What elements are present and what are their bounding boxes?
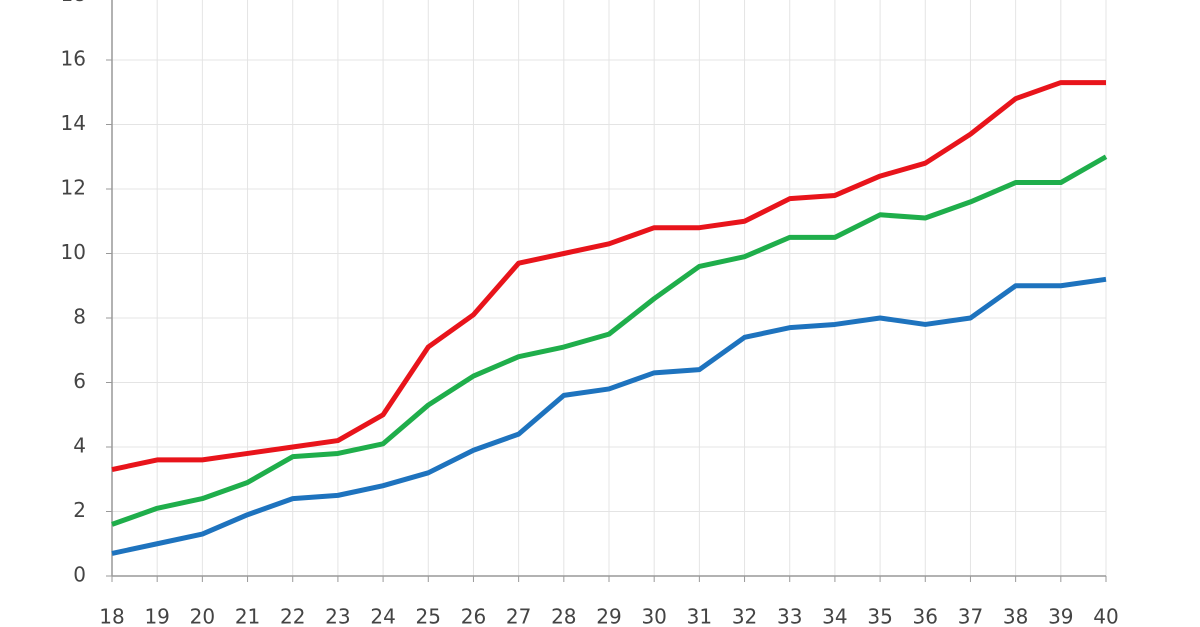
x-tick-label: 27 [506,605,531,627]
x-tick-label: 21 [235,605,260,627]
x-tick-label: 19 [144,605,169,627]
y-tick-label: 4 [73,434,86,458]
x-tick-label: 36 [913,605,938,627]
x-tick-label: 35 [867,605,892,627]
y-tick-label: 0 [73,563,86,587]
x-tick-label: 18 [99,605,124,627]
series-line [111,154,1108,527]
x-tick-label: 29 [596,605,621,627]
x-tick-label: 24 [370,605,395,627]
x-tick-label: 38 [1003,605,1028,627]
x-tick-label: 22 [280,605,305,627]
x-tick-label: 25 [416,605,441,627]
y-tick-label: 8 [73,305,86,329]
series-line [111,80,1106,473]
x-tick-label: 39 [1048,605,1073,627]
x-tick-label: 37 [958,605,983,627]
y-tick-label: 16 [61,47,86,71]
x-tick-label: 30 [641,605,666,627]
y-tick-label: 18 [61,0,86,6]
y-tick-label: 2 [73,498,86,522]
x-tick-label: 31 [687,605,712,627]
x-tick-label: 23 [325,605,350,627]
x-tick-label: 20 [190,605,215,627]
y-tick-label: 6 [73,369,86,393]
x-tick-label: 28 [551,605,576,627]
series-line [111,276,1107,556]
y-tick-label: 14 [61,111,86,135]
x-tick-label: 40 [1093,605,1118,627]
x-tick-label: 33 [777,605,802,627]
x-tick-label: 26 [461,605,486,627]
x-tick-label: 32 [732,605,757,627]
x-tick-label: 34 [822,605,847,627]
y-tick-label: 10 [61,240,86,264]
y-tick-label: 12 [61,176,86,200]
